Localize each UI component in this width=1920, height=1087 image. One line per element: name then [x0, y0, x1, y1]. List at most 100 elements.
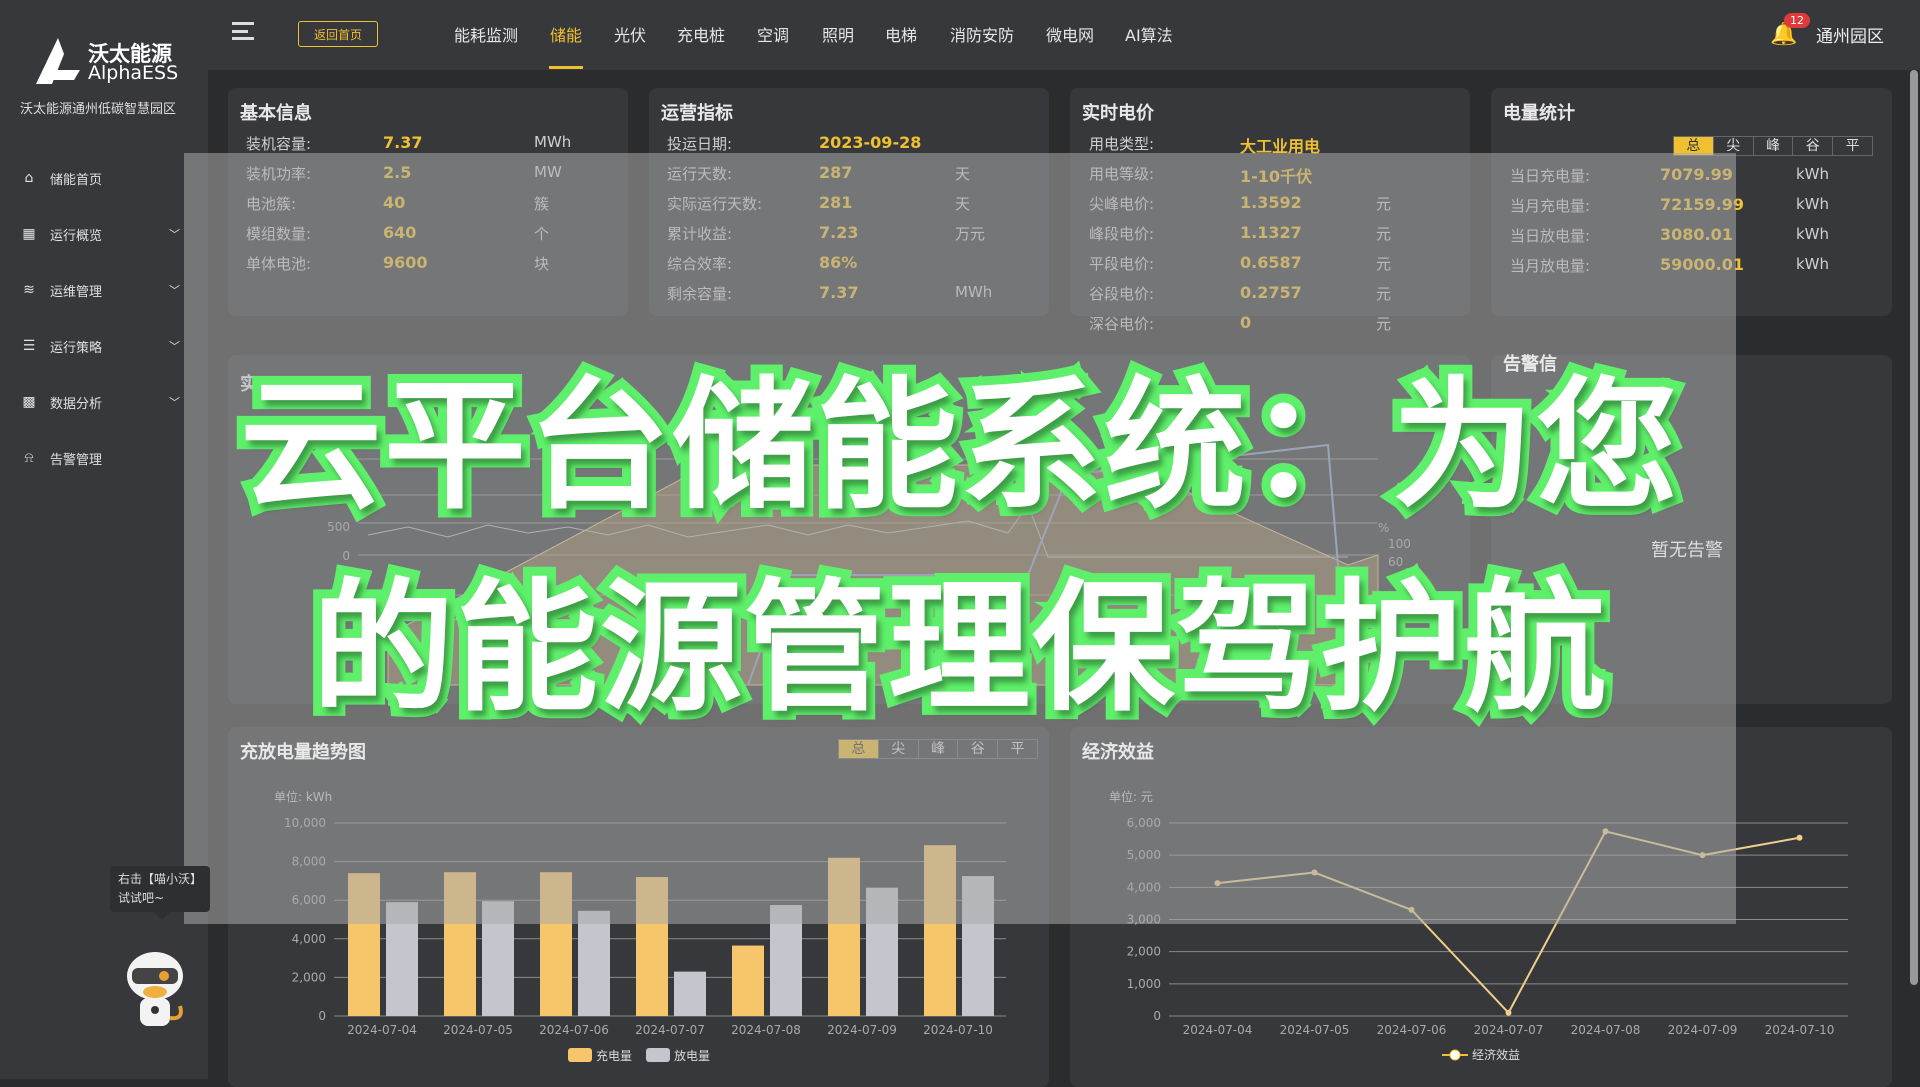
tab-microgrid[interactable]: 微电网 — [1046, 26, 1095, 45]
tab-fire-security[interactable]: 消防安防 — [950, 26, 1015, 45]
panel-title: 运营指标 — [661, 103, 733, 124]
data-point[interactable] — [1505, 1009, 1512, 1016]
basic-info-row-label: 装机容量: — [246, 135, 312, 153]
tab-total[interactable]: 总 — [1674, 137, 1713, 155]
y-tick: 1,000 — [1127, 977, 1161, 991]
panel-title: 电量统计 — [1503, 103, 1575, 124]
list-icon: ☰ — [22, 338, 36, 354]
x-tick: 2024-07-07 — [1474, 1023, 1544, 1037]
tab-elevator[interactable]: 电梯 — [885, 26, 918, 45]
brand-name-cn: 沃太能源 — [88, 42, 172, 66]
title-overlay-backdrop — [184, 153, 1736, 924]
sidebar-item-alarms[interactable]: ⍾ 告警管理 — [20, 443, 180, 473]
x-tick: 2024-07-05 — [443, 1023, 513, 1037]
y-tick: 0 — [318, 1009, 326, 1023]
price-row-label: 用电类型: — [1089, 135, 1155, 153]
scrollbar[interactable] — [1910, 70, 1918, 985]
bar-discharge — [674, 971, 706, 1016]
sidebar-item-label: 告警管理 — [50, 452, 103, 468]
tab-storage[interactable]: 储能 — [550, 26, 583, 45]
tooltip-line: 试试吧~ — [118, 891, 165, 905]
overlay-title-line2: 的能源管理保驾护航 — [303, 566, 1615, 731]
sidebar-item-label: 数据分析 — [50, 396, 103, 412]
tab-peak[interactable]: 峰 — [1752, 137, 1793, 155]
cat-mascot-icon[interactable] — [122, 948, 188, 1034]
energy-stats-row-unit: kWh — [1796, 225, 1830, 243]
legend-swatch — [568, 1048, 592, 1062]
x-tick: 2024-07-10 — [923, 1023, 993, 1037]
tab-ai-algorithm[interactable]: AI算法 — [1125, 26, 1173, 45]
x-tick: 2024-07-08 — [731, 1023, 801, 1037]
sidebar-item-label: 运行策略 — [50, 340, 103, 356]
active-tab-indicator — [549, 66, 583, 69]
operations-row-value: 2023-09-28 — [819, 133, 922, 152]
legend-marker — [1449, 1049, 1461, 1061]
tab-flat[interactable]: 平 — [1832, 137, 1872, 155]
panel-title: 经济效益 — [1082, 742, 1154, 763]
operations-row-label: 投运日期: — [667, 135, 733, 153]
brand-name-en: AlphaESS — [88, 62, 179, 84]
alphaess-logo-icon — [36, 38, 80, 84]
legend-label[interactable]: 经济效益 — [1472, 1047, 1520, 1062]
legend-label[interactable]: 充电量 — [596, 1048, 632, 1063]
y-tick: 2,000 — [1127, 945, 1161, 959]
legend-label[interactable]: 放电量 — [674, 1048, 710, 1063]
tab-air-conditioning[interactable]: 空调 — [757, 26, 790, 45]
y-tick: 0 — [1153, 1009, 1161, 1023]
sidebar-item-label: 储能首页 — [50, 172, 103, 188]
chart-icon: ▩ — [22, 394, 36, 410]
tooltip-line: 右击【喵小沃】 — [118, 872, 203, 886]
sidebar-item-label: 运行概览 — [50, 228, 103, 244]
sidebar-item-analysis[interactable]: ▩ 数据分析 ﹀ — [20, 387, 180, 417]
tab-charging-pile[interactable]: 充电桩 — [677, 26, 726, 45]
home-icon: ⌂ — [24, 170, 34, 186]
tab-sharp[interactable]: 尖 — [1712, 137, 1753, 155]
basic-info-row-value: 7.37 — [383, 133, 423, 152]
no-alarms-text: 暂无告警 — [1651, 540, 1723, 561]
menu-toggle-icon[interactable] — [232, 22, 254, 40]
x-tick: 2024-07-07 — [635, 1023, 705, 1037]
sidebar-item-maintenance[interactable]: ≋ 运维管理 ﹀ — [20, 275, 180, 305]
x-tick: 2024-07-09 — [827, 1023, 897, 1037]
panel-title: 基本信息 — [240, 103, 312, 124]
sidebar-item-label: 运维管理 — [50, 284, 103, 300]
assistant-tooltip: 右击【喵小沃】 试试吧~ — [110, 866, 210, 920]
layers-icon: ≋ — [23, 282, 35, 298]
sidebar-item-overview[interactable]: ▦ 运行概览 ﹀ — [20, 219, 180, 249]
x-tick: 2024-07-06 — [1377, 1023, 1447, 1037]
tab-pv[interactable]: 光伏 — [614, 26, 647, 45]
panel-title: 充放电量趋势图 — [240, 742, 366, 763]
tab-valley[interactable]: 谷 — [1792, 137, 1832, 155]
bar-discharge — [578, 910, 610, 1016]
basic-info-row-unit: MWh — [534, 133, 572, 151]
x-tick: 2024-07-04 — [1183, 1023, 1253, 1037]
y-tick: 2,000 — [292, 970, 326, 984]
sidebar: 沃太能源 AlphaESS 沃太能源通州低碳智慧园区 ⌂ 储能首页 ▦ 运行概览 ﹀ … — [0, 0, 208, 1079]
chevron-down-icon: ﹀ — [169, 340, 180, 353]
energy-stats-row-unit: kWh — [1796, 195, 1830, 213]
sidebar-item-storage-home[interactable]: ⌂ 储能首页 — [20, 163, 180, 193]
x-tick: 2024-07-10 — [1765, 1023, 1835, 1037]
area-selector[interactable]: 通州园区 — [1816, 27, 1884, 47]
x-tick: 2024-07-09 — [1668, 1023, 1738, 1037]
tab-lighting[interactable]: 照明 — [822, 26, 855, 45]
alarm-icon: ⍾ — [24, 450, 34, 466]
price-row-value: 大工业用电 — [1240, 137, 1321, 156]
chevron-down-icon: ﹀ — [169, 396, 180, 409]
panel-title: 告警信 — [1503, 354, 1557, 375]
notification-badge: 12 — [1784, 13, 1810, 28]
data-point[interactable] — [1796, 834, 1803, 841]
energy-stats-row-unit: kWh — [1796, 165, 1830, 183]
return-home-button[interactable]: 返回首页 — [298, 21, 378, 47]
sidebar-item-strategy[interactable]: ☰ 运行策略 ﹀ — [20, 331, 180, 361]
legend-swatch — [646, 1048, 670, 1062]
energy-stats-row-unit: kWh — [1796, 255, 1830, 273]
x-tick: 2024-07-05 — [1280, 1023, 1350, 1037]
chevron-down-icon: ﹀ — [169, 228, 180, 241]
y-tick: 4,000 — [292, 932, 326, 946]
x-tick: 2024-07-06 — [539, 1023, 609, 1037]
energy-stats-tabs: 总尖峰谷平 — [1673, 136, 1873, 156]
top-bar — [208, 0, 1920, 70]
tab-energy-monitoring[interactable]: 能耗监测 — [454, 26, 519, 45]
park-name: 沃太能源通州低碳智慧园区 — [20, 102, 177, 117]
